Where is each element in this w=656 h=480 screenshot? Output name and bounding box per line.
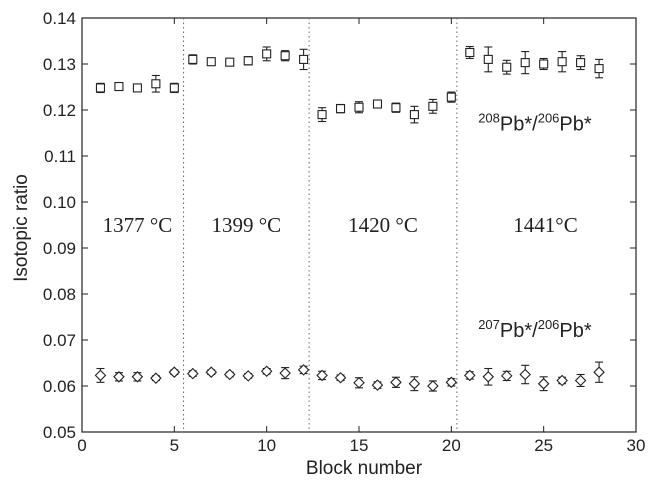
square-marker	[502, 62, 512, 72]
square-marker	[483, 54, 493, 64]
diamond-marker	[150, 372, 162, 384]
square-marker	[539, 59, 549, 69]
y-tick-label: 0.13	[43, 55, 76, 74]
x-tick-label: 0	[77, 436, 86, 455]
x-tick-label: 10	[257, 436, 276, 455]
square-marker	[280, 51, 290, 61]
y-tick-label: 0.06	[43, 377, 76, 396]
diamond-marker	[334, 371, 347, 384]
diamond-marker	[556, 374, 568, 387]
square-marker	[372, 99, 383, 109]
square-marker	[243, 56, 253, 66]
diamond-marker	[574, 374, 587, 387]
square-marker	[151, 79, 161, 89]
diamond-marker	[371, 379, 384, 391]
x-tick-label: 25	[534, 436, 553, 455]
diamond-marker	[427, 380, 439, 392]
square-marker	[299, 54, 309, 64]
square-marker	[520, 58, 530, 68]
diamond-marker	[316, 369, 328, 382]
square-marker	[409, 110, 419, 120]
square-marker	[262, 49, 272, 59]
diamond-marker	[297, 364, 310, 376]
diamond-marker	[113, 371, 125, 383]
diamond-marker	[519, 368, 531, 381]
x-axis-label: Block number	[306, 458, 423, 479]
x-tick-label: 15	[350, 436, 369, 455]
diamond-marker	[537, 377, 550, 390]
square-marker	[354, 102, 364, 112]
diamond-marker	[242, 370, 254, 382]
diamond-marker	[187, 367, 199, 380]
y-tick-label: 0.09	[43, 239, 76, 258]
square-marker	[95, 83, 106, 93]
square-marker	[576, 58, 586, 68]
square-marker	[557, 57, 567, 67]
diamond-marker	[168, 366, 181, 378]
diamond-marker	[260, 365, 273, 378]
diamond-marker	[445, 376, 458, 389]
diamond-marker	[500, 370, 513, 382]
y-tick-label: 0.12	[43, 101, 76, 120]
diamond-marker	[390, 376, 402, 389]
diamond-marker	[94, 369, 107, 382]
square-marker	[594, 64, 604, 74]
square-marker	[446, 92, 456, 102]
y-tick-label: 0.11	[44, 147, 76, 166]
temperature-label: 1441°C	[513, 213, 577, 237]
square-marker	[428, 101, 438, 111]
diamond-marker	[353, 377, 365, 389]
square-marker	[335, 104, 346, 114]
square-marker	[206, 57, 216, 67]
temperature-label: 1420 °C	[348, 213, 418, 237]
series-label: 207Pb*/206Pb*	[478, 317, 592, 342]
series-pb208-pb206	[95, 45, 604, 124]
x-tick-label: 30	[627, 436, 646, 455]
square-marker	[114, 81, 124, 92]
diamond-marker	[205, 366, 218, 378]
square-marker	[391, 103, 401, 113]
square-marker	[465, 47, 475, 58]
y-tick-label: 0.08	[43, 285, 76, 304]
x-tick-label: 20	[442, 436, 461, 455]
series-pb207-pb206	[94, 361, 605, 392]
y-tick-label: 0.14	[43, 9, 76, 28]
square-marker	[169, 83, 179, 93]
y-axis-label: Isotopic ratio	[11, 174, 32, 282]
square-marker	[225, 57, 235, 67]
square-marker	[132, 83, 142, 93]
diamond-marker	[408, 377, 421, 390]
diamond-marker	[223, 368, 236, 381]
y-tick-label: 0.05	[43, 423, 76, 442]
y-tick-label: 0.10	[43, 193, 76, 212]
square-marker	[317, 110, 327, 120]
diamond-marker	[279, 367, 291, 379]
square-marker	[188, 54, 198, 64]
diamond-marker	[593, 366, 605, 378]
diamond-marker	[482, 371, 495, 383]
temperature-label: 1377 °C	[103, 213, 173, 237]
series-label: 208Pb*/206Pb*	[478, 111, 592, 136]
x-tick-label: 5	[170, 436, 179, 455]
temperature-label: 1399 °C	[212, 213, 282, 237]
diamond-marker	[464, 369, 476, 382]
diamond-marker	[131, 371, 144, 383]
y-tick-label: 0.07	[43, 331, 76, 350]
